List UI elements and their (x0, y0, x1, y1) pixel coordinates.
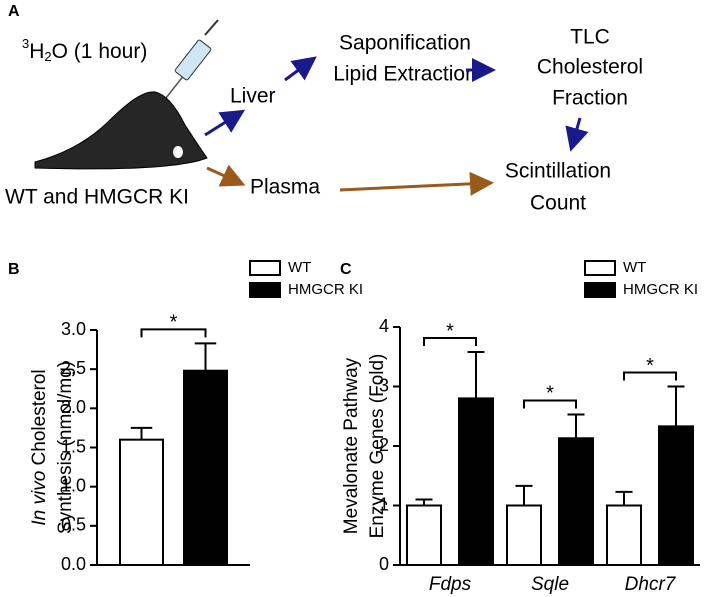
y-axis-label: In vivo Cholesterol (29, 369, 50, 525)
legend-swatch (584, 260, 616, 276)
bar (458, 397, 494, 566)
tracer-count: 2 (44, 49, 51, 64)
error-bar (615, 490, 633, 506)
bar (606, 504, 642, 566)
y-axis-label: Enzyme Genes (Fold) (367, 354, 388, 539)
node-label: Lipid Extraction (333, 63, 477, 86)
error-bar (567, 413, 585, 439)
y-tick-label: 0 (379, 554, 389, 574)
legend-swatch (249, 282, 281, 298)
legend-label: HMGCR KI (288, 281, 363, 298)
tracer-mass: 3 (22, 36, 29, 51)
y-tick-label: 3 (379, 375, 389, 395)
arrow (339, 171, 494, 196)
significance-label: * (546, 383, 554, 405)
error-bar (515, 484, 533, 506)
panel-label: B (8, 261, 20, 278)
mouse-eye (173, 146, 183, 158)
bar (558, 437, 594, 567)
node-label: Fraction (552, 87, 628, 110)
subject-label: WT and HMGCR KI (5, 186, 189, 209)
y-axis-label-part: Mevalonate Pathway (341, 357, 362, 534)
node-label: Count (530, 192, 586, 215)
y-tick-label: 2.5 (61, 358, 86, 378)
y-tick-label: 2 (379, 435, 389, 455)
bar (658, 425, 694, 566)
legend-label: WT (288, 259, 311, 276)
tracer-label: 3H2O (1 hour) (22, 36, 147, 64)
legend-swatch (249, 260, 281, 276)
significance-label: * (170, 312, 178, 334)
plasma-label: Plasma (250, 176, 320, 199)
y-tick-label: 3.0 (61, 319, 86, 339)
tracer-rest: O (1 hour) (52, 40, 148, 63)
syringe (154, 19, 219, 113)
x-tick-label: Sqle (531, 574, 569, 595)
error-bar (194, 342, 217, 371)
arrow (565, 117, 589, 152)
error-bar (467, 350, 485, 399)
significance-label: * (446, 320, 454, 342)
error-bar (667, 385, 685, 427)
y-tick-label: 2.0 (61, 397, 86, 417)
y-axis-label: Synthesis (nmol/mg) (55, 361, 76, 534)
panel-a: A 3H2O (1 hour) WT and HMGCR KI Liver Sa… (5, 3, 643, 214)
significance-bracket (140, 328, 207, 338)
node-label: Saponification (339, 32, 471, 55)
y-tick-label: 0.0 (61, 554, 86, 574)
arrow (206, 164, 246, 187)
significance-bracket (423, 336, 477, 346)
y-tick-label: 1.0 (61, 475, 86, 495)
legend-swatch (584, 282, 616, 298)
y-axis-label-italic: In vivo (29, 471, 50, 526)
bar (183, 369, 228, 566)
node-label: TLC (570, 26, 610, 49)
y-axis-label: Mevalonate Pathway (341, 357, 362, 534)
legend-label: HMGCR KI (623, 281, 698, 298)
panel-label: C (340, 261, 352, 278)
y-tick-label: 4 (379, 316, 389, 336)
liver-label: Liver (230, 85, 276, 108)
y-tick-label: 0.5 (61, 515, 86, 535)
significance-bracket (623, 371, 677, 381)
x-tick-label: Dhcr7 (625, 574, 677, 595)
significance-bracket (523, 399, 577, 409)
significance-label: * (646, 355, 654, 377)
node-label: Scintillation (505, 160, 611, 183)
legend-label: WT (623, 259, 646, 276)
arrow (284, 56, 317, 82)
bar (506, 504, 542, 566)
panel-label: A (8, 3, 20, 20)
y-tick-label: 1.5 (61, 436, 86, 456)
error-bar (130, 426, 153, 440)
bar (406, 504, 442, 566)
y-tick-label: 1 (379, 494, 389, 514)
error-bar (415, 498, 433, 506)
mouse (34, 91, 208, 170)
node-label: Cholesterol (537, 56, 643, 79)
y-axis-label-part: Cholesterol (29, 369, 50, 465)
x-tick-label: Fdps (429, 574, 472, 595)
tracer-element: H (29, 40, 44, 63)
bar (119, 438, 164, 566)
arrow (204, 109, 246, 137)
